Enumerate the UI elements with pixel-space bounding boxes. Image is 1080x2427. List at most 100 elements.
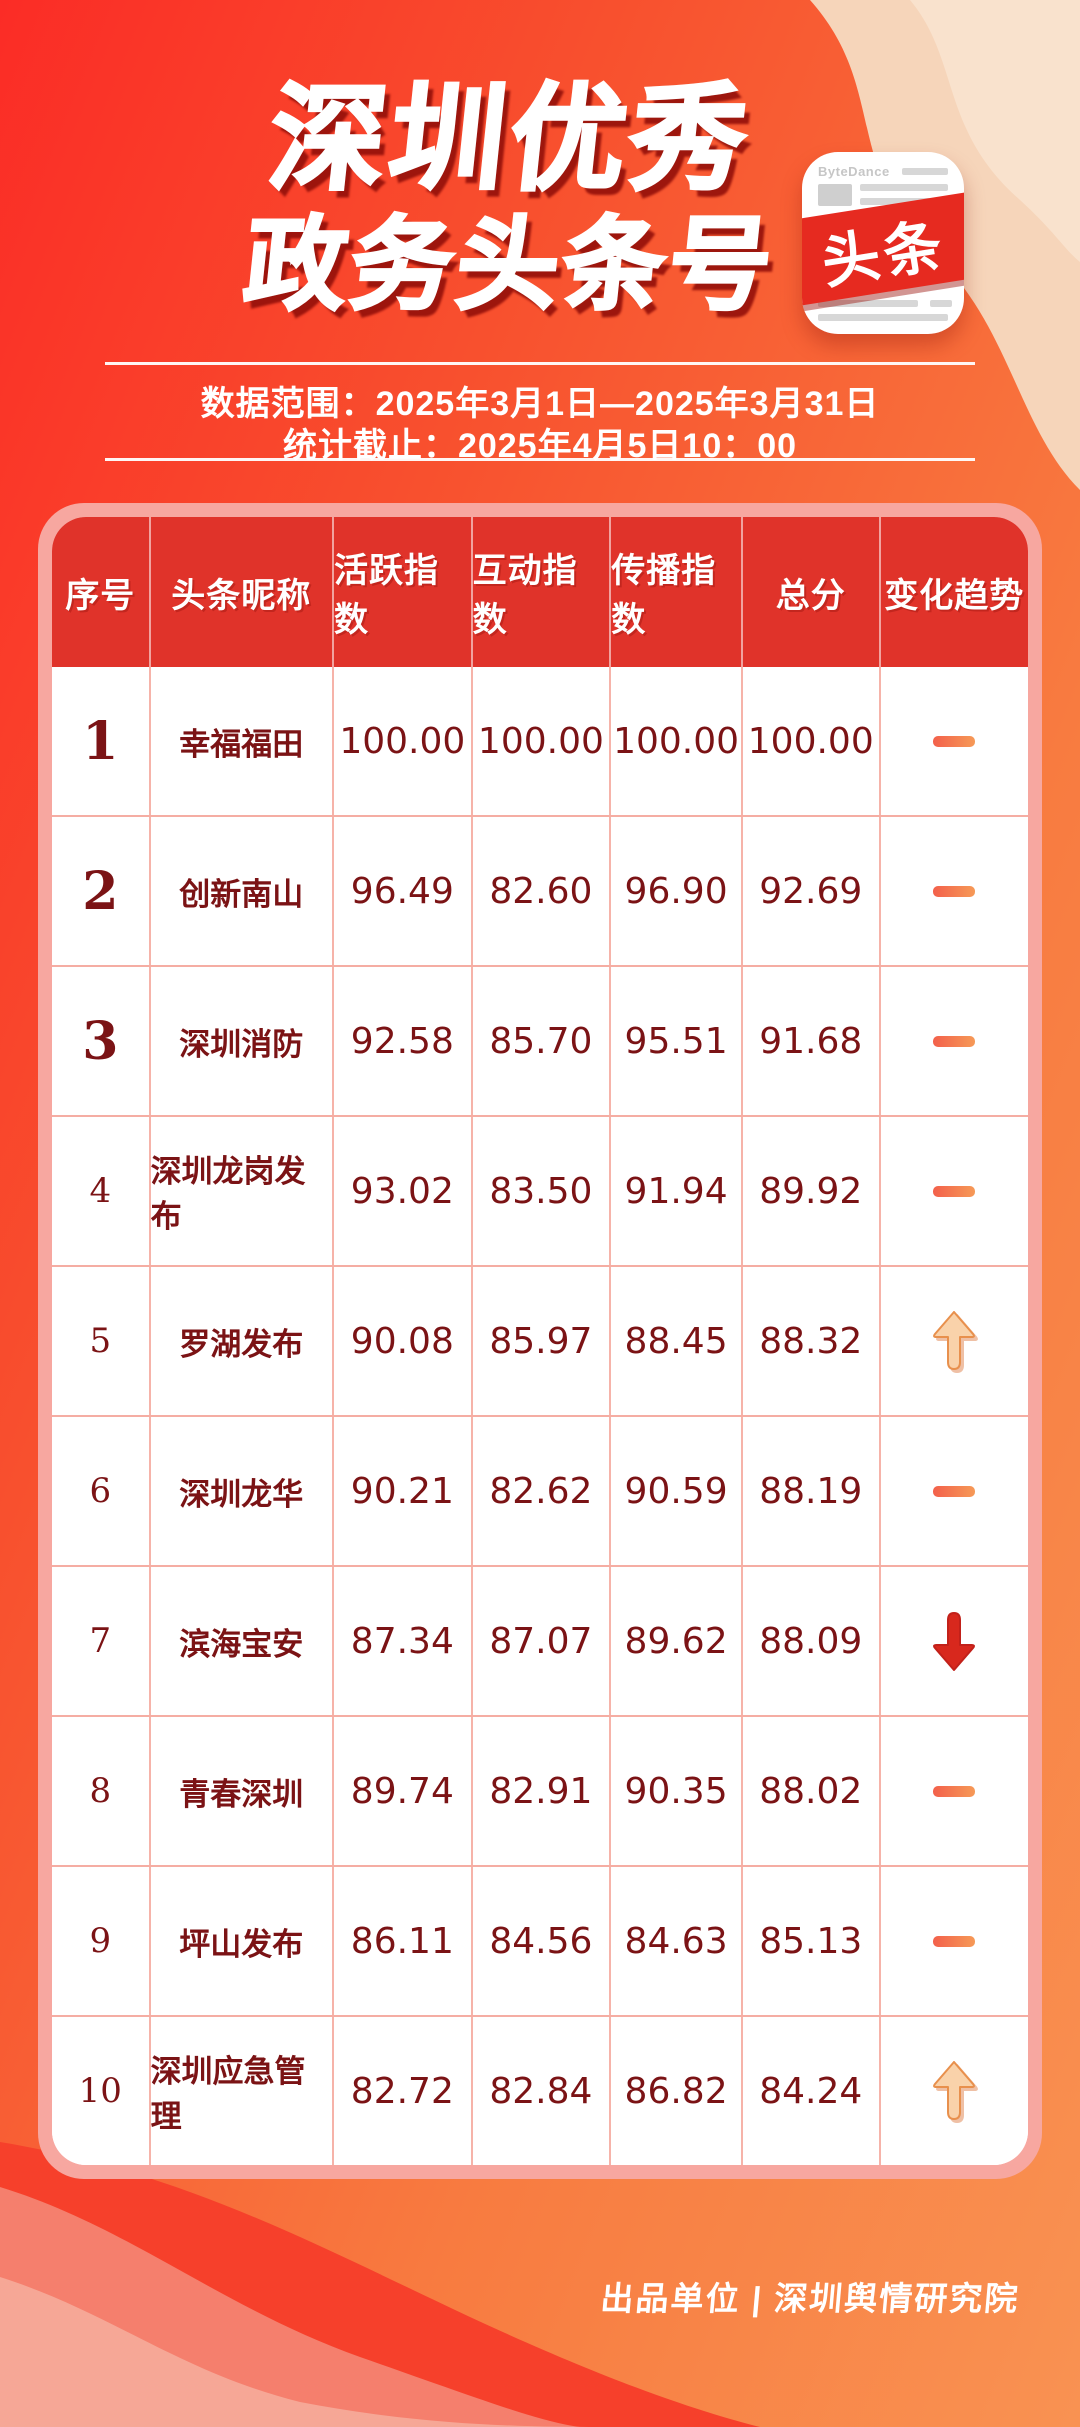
- spread-index-cell: 88.45: [611, 1267, 743, 1415]
- interact-index-cell: 85.97: [473, 1267, 612, 1415]
- title-line-1: 深圳优秀: [262, 73, 759, 206]
- ranking-card: 序号 头条昵称 活跃指数 互动指数 传播指数 总分 变化趋势 1 幸福福田 10…: [38, 503, 1042, 2179]
- trend-flat-icon: [933, 1485, 976, 1497]
- trend-flat-icon: [933, 735, 976, 747]
- spread-index-cell: 86.82: [611, 2017, 743, 2165]
- trend-up-icon: [933, 2061, 976, 2120]
- header-nickname: 头条昵称: [151, 517, 335, 667]
- nickname-cell: 深圳应急管理: [151, 2017, 335, 2165]
- total-score-cell: 88.02: [743, 1717, 881, 1865]
- interact-index-cell: 82.91: [473, 1717, 612, 1865]
- total-score-cell: 91.68: [743, 967, 881, 1115]
- table-row: 3 深圳消防 92.58 85.70 95.51 91.68: [52, 965, 1028, 1115]
- spread-index-cell: 95.51: [611, 967, 743, 1115]
- total-score-cell: 84.24: [743, 2017, 881, 2165]
- news-text-line: [818, 314, 948, 321]
- divider-line-bottom: [105, 458, 975, 461]
- nickname-cell: 罗湖发布: [151, 1267, 335, 1415]
- trend-cell: [881, 1717, 1028, 1865]
- nickname-cell: 坪山发布: [151, 1867, 335, 2015]
- rank-cell: 10: [52, 2017, 151, 2165]
- active-index-cell: 93.02: [334, 1117, 473, 1265]
- rank-cell: 9: [52, 1867, 151, 2015]
- trend-flat-icon: [933, 1935, 976, 1947]
- ranking-table: 序号 头条昵称 活跃指数 互动指数 传播指数 总分 变化趋势 1 幸福福田 10…: [52, 517, 1028, 2165]
- active-index-cell: 100.00: [334, 667, 473, 815]
- active-index-cell: 90.08: [334, 1267, 473, 1415]
- total-score-cell: 100.00: [743, 667, 881, 815]
- trend-flat-icon: [933, 1185, 976, 1197]
- rank-cell: 6: [52, 1417, 151, 1565]
- news-text-line: [930, 300, 952, 307]
- trend-cell: [881, 1117, 1028, 1265]
- table-row: 6 深圳龙华 90.21 82.62 90.59 88.19: [52, 1415, 1028, 1565]
- interact-index-cell: 83.50: [473, 1117, 612, 1265]
- active-index-cell: 90.21: [334, 1417, 473, 1565]
- header-trend: 变化趋势: [884, 576, 1025, 615]
- table-row: 9 坪山发布 86.11 84.56 84.63 85.13: [52, 1865, 1028, 2015]
- trend-flat-icon: [933, 1785, 976, 1797]
- toutiao-app-icon: ByteDance 头条: [802, 152, 964, 334]
- table-row: 1 幸福福田 100.00 100.00 100.00 100.00: [52, 667, 1028, 815]
- total-score-cell: 92.69: [743, 817, 881, 965]
- spread-index-cell: 100.00: [611, 667, 743, 815]
- total-score-cell: 89.92: [743, 1117, 881, 1265]
- interact-index-cell: 82.60: [473, 817, 612, 965]
- trend-cell: [881, 967, 1028, 1115]
- interact-index-cell: 82.62: [473, 1417, 612, 1565]
- active-index-cell: 86.11: [334, 1867, 473, 2015]
- data-range-text: 数据范围：2025年3月1日—2025年3月31日: [200, 385, 880, 423]
- rank-cell: 2: [52, 817, 151, 965]
- interact-index-cell: 84.56: [473, 1867, 612, 2015]
- news-thumbnail-bar: [818, 184, 852, 206]
- trend-up-icon: [933, 1311, 976, 1370]
- trend-cell: [881, 2017, 1028, 2165]
- trend-cell: [881, 817, 1028, 965]
- header-active-index: 活跃指数: [334, 517, 473, 667]
- nickname-cell: 创新南山: [151, 817, 335, 965]
- trend-flat-icon: [933, 1035, 976, 1047]
- spread-index-cell: 91.94: [611, 1117, 743, 1265]
- toutiao-banner-label: 头条: [817, 212, 951, 297]
- table-row: 5 罗湖发布 90.08 85.97 88.45 88.32: [52, 1265, 1028, 1415]
- active-index-cell: 96.49: [334, 817, 473, 965]
- header-spread-index: 传播指数: [611, 517, 743, 667]
- trend-flat-icon: [933, 885, 976, 897]
- rank-cell: 1: [52, 667, 151, 815]
- poster-title: 深圳优秀 政务头条号: [190, 73, 830, 326]
- trend-cell: [881, 1567, 1028, 1715]
- divider-line-top: [105, 362, 975, 365]
- trend-cell: [881, 1417, 1028, 1565]
- rank-cell: 4: [52, 1117, 151, 1265]
- nickname-cell: 青春深圳: [151, 1717, 335, 1865]
- news-text-line: [818, 300, 918, 307]
- spread-index-cell: 96.90: [611, 817, 743, 965]
- table-row: 8 青春深圳 89.74 82.91 90.35 88.02: [52, 1715, 1028, 1865]
- total-score-cell: 88.09: [743, 1567, 881, 1715]
- spread-index-cell: 90.35: [611, 1717, 743, 1865]
- nickname-cell: 深圳龙华: [151, 1417, 335, 1565]
- interact-index-cell: 85.70: [473, 967, 612, 1115]
- table-row: 4 深圳龙岗发布 93.02 83.50 91.94 89.92: [52, 1115, 1028, 1265]
- spread-index-cell: 90.59: [611, 1417, 743, 1565]
- spread-index-cell: 84.63: [611, 1867, 743, 2015]
- active-index-cell: 82.72: [334, 2017, 473, 2165]
- rank-cell: 7: [52, 1567, 151, 1715]
- rank-cell: 3: [52, 967, 151, 1115]
- nickname-cell: 深圳消防: [151, 967, 335, 1115]
- trend-cell: [881, 1867, 1028, 2015]
- total-score-cell: 85.13: [743, 1867, 881, 2015]
- wave-shape: [0, 2187, 580, 2427]
- interact-index-cell: 87.07: [473, 1567, 612, 1715]
- header-total-score: 总分: [743, 517, 881, 667]
- active-index-cell: 89.74: [334, 1717, 473, 1865]
- header-interact-index: 互动指数: [473, 517, 612, 667]
- table-row: 7 滨海宝安 87.34 87.07 89.62 88.09: [52, 1565, 1028, 1715]
- wave-shape: [0, 2277, 600, 2427]
- news-text-line: [902, 168, 948, 175]
- nickname-cell: 滨海宝安: [151, 1567, 335, 1715]
- nickname-cell: 深圳龙岗发布: [151, 1117, 335, 1265]
- total-score-cell: 88.32: [743, 1267, 881, 1415]
- interact-index-cell: 82.84: [473, 2017, 612, 2165]
